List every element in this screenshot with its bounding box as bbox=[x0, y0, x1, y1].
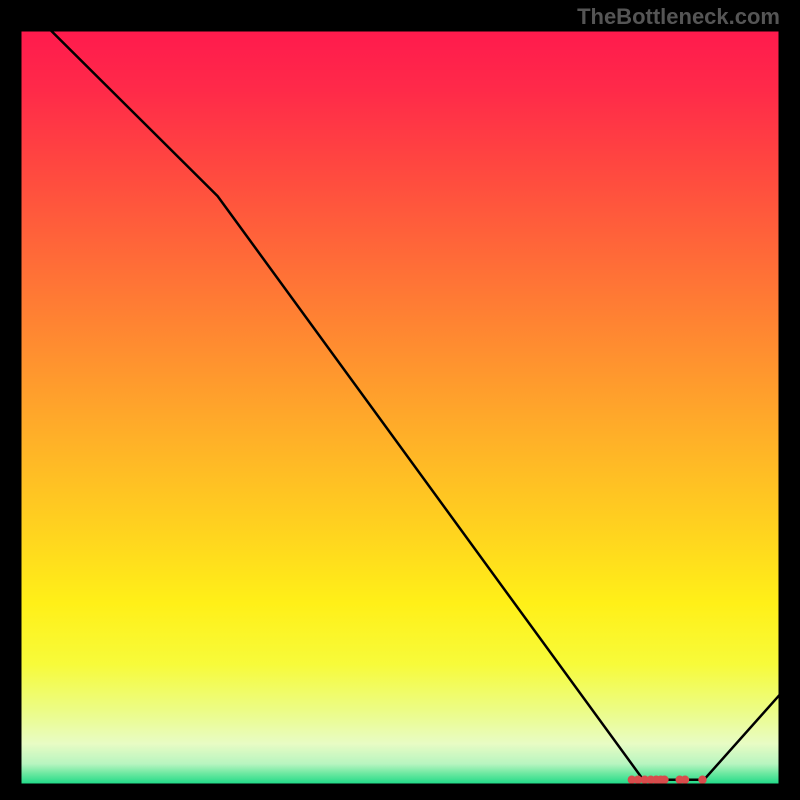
data-marker bbox=[660, 776, 668, 784]
data-marker bbox=[681, 776, 689, 784]
watermark-text: TheBottleneck.com bbox=[577, 4, 780, 30]
chart-root: TheBottleneck.com bbox=[0, 0, 800, 800]
data-marker bbox=[698, 776, 706, 784]
chart-svg bbox=[0, 0, 800, 800]
